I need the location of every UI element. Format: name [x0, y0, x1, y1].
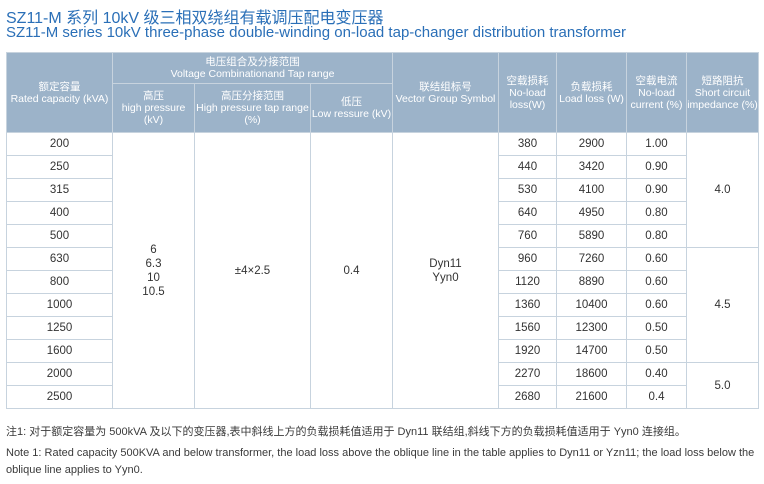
- cell-vector-group: Dyn11 Yyn0: [392, 132, 499, 409]
- table-body: 200 6 6.3 10 10.5 ±4×2.5 0.4 Dyn11 Yyn0 380 2900 1.…: [6, 132, 759, 409]
- cell-load-loss: 18600: [556, 362, 627, 386]
- cell-noload-loss: 960: [498, 247, 557, 271]
- cell-noload-loss: 530: [498, 178, 557, 202]
- table-row: 315 530 4100 0.90: [6, 178, 759, 202]
- cell-impedance: 4.5: [686, 247, 759, 363]
- notes: 注1: 对于额定容量为 500kVA 及以下的变压器,表中斜线上方的负载损耗值适…: [6, 424, 758, 483]
- header-impedance: 短路阻抗 Short circuit impedance (%): [686, 52, 759, 133]
- cell-noload-loss: 1560: [498, 316, 557, 340]
- header-hp-tap-range: 高压分接范围 High pressure tap range (%): [194, 83, 311, 133]
- cell-capacity: 400: [6, 201, 113, 225]
- cell-noload-loss: 640: [498, 201, 557, 225]
- cell-noload-loss: 1360: [498, 293, 557, 317]
- table-row: 1250 1560 12300 0.50: [6, 316, 759, 340]
- cell-capacity: 800: [6, 270, 113, 294]
- note-chinese: 注1: 对于额定容量为 500kVA 及以下的变压器,表中斜线上方的负载损耗值适…: [6, 426, 686, 438]
- title-chinese: SZ11-M 系列 10kV 级三相双绕组有载调压配电变压器: [6, 10, 384, 27]
- table-row: 1600 1920 14700 0.50: [6, 339, 759, 363]
- cell-load-loss: 12300: [556, 316, 627, 340]
- cell-high-pressure: 6 6.3 10 10.5: [112, 132, 195, 409]
- cell-noload-current: 1.00: [626, 132, 687, 156]
- cell-capacity: 2000: [6, 362, 113, 386]
- high-pressure-value: 6: [150, 243, 157, 256]
- cell-noload-current: 0.50: [626, 316, 687, 340]
- table-row: 800 1120 8890 0.60: [6, 270, 759, 294]
- cell-noload-current: 0.40: [626, 362, 687, 386]
- cell-noload-current: 0.60: [626, 270, 687, 294]
- cell-tap-range: ±4×2.5: [194, 132, 311, 409]
- table-row: 2500 2680 21600 0.4: [6, 385, 759, 409]
- vector-group-value: Yyn0: [432, 271, 459, 284]
- spec-table: 额定容量 Rated capacity (kVA) 电压组合及分接范围 Volt…: [6, 52, 759, 409]
- table-row: 250 440 3420 0.90: [6, 155, 759, 179]
- cell-noload-current: 0.80: [626, 201, 687, 225]
- cell-capacity: 250: [6, 155, 113, 179]
- cell-capacity: 500: [6, 224, 113, 248]
- cell-load-loss: 4100: [556, 178, 627, 202]
- vector-group-value: Dyn11: [429, 257, 462, 270]
- header-low-pressure: 低压 Low ressure (kV): [310, 83, 393, 133]
- cell-load-loss: 8890: [556, 270, 627, 294]
- cell-load-loss: 7260: [556, 247, 627, 271]
- cell-capacity: 200: [6, 132, 113, 156]
- header-vector-group: 联结组标号 Vector Group Symbol: [392, 52, 499, 133]
- cell-noload-current: 0.80: [626, 224, 687, 248]
- header-high-pressure: 高压 high pressure (kV): [112, 83, 195, 133]
- cell-impedance: 4.0: [686, 132, 759, 248]
- cell-noload-loss: 2680: [498, 385, 557, 409]
- cell-noload-loss: 380: [498, 132, 557, 156]
- cell-noload-current: 0.60: [626, 247, 687, 271]
- cell-load-loss: 4950: [556, 201, 627, 225]
- header-noload-loss: 空载损耗 No-load loss(W): [498, 52, 557, 133]
- note-english: Note 1: Rated capacity 500KVA and below …: [6, 447, 755, 476]
- cell-noload-current: 0.4: [626, 385, 687, 409]
- cell-impedance: 5.0: [686, 362, 759, 409]
- title-english: SZ11-M series 10kV three-phase double-wi…: [6, 24, 627, 41]
- cell-noload-loss: 1920: [498, 339, 557, 363]
- header-voltage-combination: 电压组合及分接范围 Voltage Combinationand Tap ran…: [112, 52, 393, 84]
- cell-capacity: 630: [6, 247, 113, 271]
- table-row: 630 960 7260 0.60 4.5: [6, 247, 759, 363]
- cell-low-pressure: 0.4: [310, 132, 393, 409]
- cell-load-loss: 21600: [556, 385, 627, 409]
- cell-noload-loss: 2270: [498, 362, 557, 386]
- header-noload-current: 空载电流 No-load current (%): [626, 52, 687, 133]
- high-pressure-value: 10: [147, 271, 160, 284]
- cell-load-loss: 3420: [556, 155, 627, 179]
- cell-noload-current: 0.50: [626, 339, 687, 363]
- cell-load-loss: 10400: [556, 293, 627, 317]
- cell-capacity: 1250: [6, 316, 113, 340]
- high-pressure-value: 10.5: [142, 285, 165, 298]
- cell-load-loss: 14700: [556, 339, 627, 363]
- header-rated-capacity: 额定容量 Rated capacity (kVA): [6, 52, 113, 133]
- cell-noload-current: 0.90: [626, 155, 687, 179]
- cell-capacity: 2500: [6, 385, 113, 409]
- cell-capacity: 1600: [6, 339, 113, 363]
- cell-load-loss: 2900: [556, 132, 627, 156]
- cell-noload-current: 0.90: [626, 178, 687, 202]
- cell-noload-loss: 1120: [498, 270, 557, 294]
- cell-load-loss: 5890: [556, 224, 627, 248]
- cell-noload-loss: 760: [498, 224, 557, 248]
- high-pressure-value: 6.3: [145, 257, 162, 270]
- cell-noload-loss: 440: [498, 155, 557, 179]
- cell-noload-current: 0.60: [626, 293, 687, 317]
- cell-capacity: 1000: [6, 293, 113, 317]
- table-row: 200 6 6.3 10 10.5 ±4×2.5 0.4 Dyn11 Yyn0 380 2900 1.…: [6, 132, 759, 409]
- header-load-loss: 负载损耗 Load loss (W): [556, 52, 627, 133]
- cell-capacity: 315: [6, 178, 113, 202]
